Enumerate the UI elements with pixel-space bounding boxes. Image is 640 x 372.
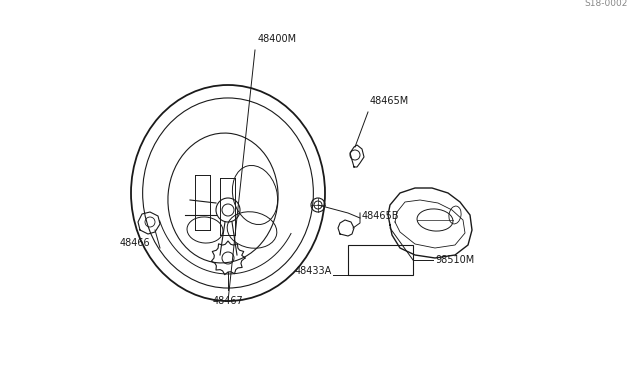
Polygon shape [211,241,245,275]
Text: 48467: 48467 [213,296,244,306]
Text: 48465B: 48465B [362,211,399,221]
Bar [348,245,413,275]
Text: S18-0002: S18-0002 [584,0,628,8]
Text: 98510M: 98510M [435,255,474,265]
Text: 48400M: 48400M [258,34,297,44]
Polygon shape [338,220,354,236]
Polygon shape [350,145,364,167]
Polygon shape [388,188,472,258]
Text: 48466: 48466 [120,238,150,248]
Polygon shape [138,212,160,234]
Ellipse shape [131,85,325,301]
Text: 48465M: 48465M [370,96,409,106]
Text: 48433A: 48433A [295,266,332,276]
